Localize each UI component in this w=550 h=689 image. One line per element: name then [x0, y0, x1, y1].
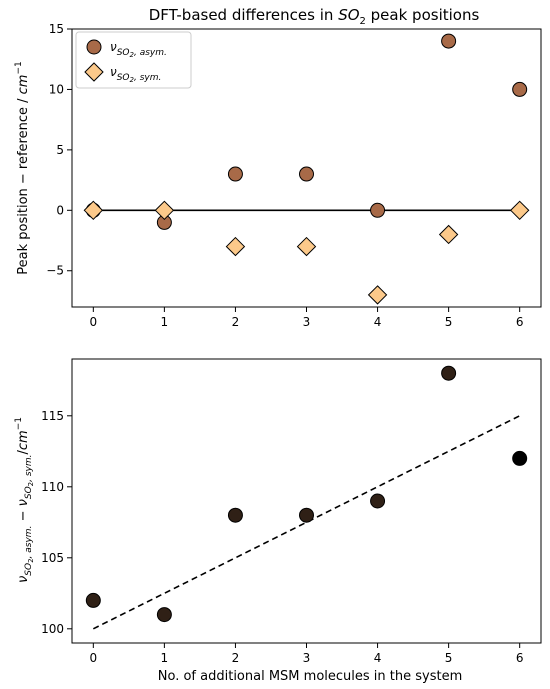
bottom-y-tick-label: 110: [41, 480, 64, 494]
legend-marker-asym: [86, 39, 102, 55]
top-plot-area: [83, 33, 530, 305]
bottom-point-difference: [441, 365, 457, 381]
top-y-tick-label: 15: [49, 22, 64, 36]
top-point-sym: [225, 236, 246, 257]
top-y-tick-label: 10: [49, 82, 64, 96]
bottom-point-difference: [370, 493, 386, 509]
bottom-x-tick-label: 2: [232, 651, 240, 665]
bottom-x-axis: 0 1 2 3 4 5 6: [89, 643, 524, 665]
top-y-axis-label: Peak position − reference / cm−1: [14, 61, 31, 274]
bottom-point-difference: [85, 592, 101, 608]
top-point-sym: [296, 236, 317, 257]
bottom-x-tick-label: 4: [374, 651, 382, 665]
bottom-y-tick-label: 115: [41, 409, 64, 423]
top-y-tick-label: −5: [46, 264, 64, 278]
top-point-sym: [509, 200, 530, 221]
top-y-tick-label: 0: [56, 203, 64, 217]
top-point-asym: [370, 202, 386, 218]
top-x-tick-label: 3: [303, 315, 311, 329]
bottom-plot-area: [85, 365, 528, 630]
chart-title: DFT-based differences in SO2 peak positi…: [149, 6, 480, 27]
top-x-tick-label: 0: [89, 315, 97, 329]
bottom-point-difference: [299, 507, 314, 523]
bottom-y-tick-label: 100: [41, 622, 64, 636]
bottom-y-tick-label: 105: [41, 551, 64, 565]
top-y-axis: −5 0 5 10 15: [46, 22, 72, 278]
top-y-tick-label: 5: [56, 143, 64, 157]
top-chart: DFT-based differences in SO2 peak positi…: [14, 6, 542, 329]
top-x-tick-label: 6: [516, 315, 524, 329]
top-point-sym: [154, 200, 175, 221]
bottom-chart: 0 1 2 3 4 5 6 100 105 110 115 No. of additional M…: [14, 358, 542, 684]
top-point-asym: [512, 81, 528, 97]
top-x-tick-label: 2: [232, 315, 240, 329]
legend-box: [75, 31, 192, 89]
top-point-asym: [299, 166, 314, 182]
bottom-x-tick-label: 5: [445, 651, 453, 665]
top-x-tick-label: 1: [161, 315, 169, 329]
bottom-x-tick-label: 1: [161, 651, 169, 665]
bottom-y-axis-label: νSO2, asym. − νSO2, sym./cm−1: [14, 417, 35, 583]
legend-marker-sym: [84, 62, 104, 82]
top-x-tick-label: 4: [374, 315, 382, 329]
top-point-asym: [441, 33, 457, 49]
bottom-point-difference: [227, 507, 243, 523]
bottom-x-tick-label: 0: [89, 651, 97, 665]
top-x-tick-label: 5: [445, 315, 453, 329]
bottom-axes-frame: [71, 358, 542, 644]
top-point-sym: [438, 224, 459, 245]
top-x-axis: 0 1 2 3 4 5 6: [89, 307, 524, 329]
top-point-sym: [83, 200, 104, 221]
top-point-asym: [227, 166, 243, 182]
bottom-point-difference: [156, 607, 172, 623]
bottom-x-tick-label: 6: [516, 651, 524, 665]
bottom-x-axis-label: No. of additional MSM molecules in the s…: [158, 669, 462, 684]
legend: νSO2, asym. νSO2, sym.: [75, 31, 192, 89]
bottom-y-axis: 100 105 110 115: [41, 409, 72, 636]
bottom-x-tick-label: 3: [303, 651, 311, 665]
top-point-sym: [367, 285, 388, 305]
bottom-point-difference: [512, 450, 528, 466]
